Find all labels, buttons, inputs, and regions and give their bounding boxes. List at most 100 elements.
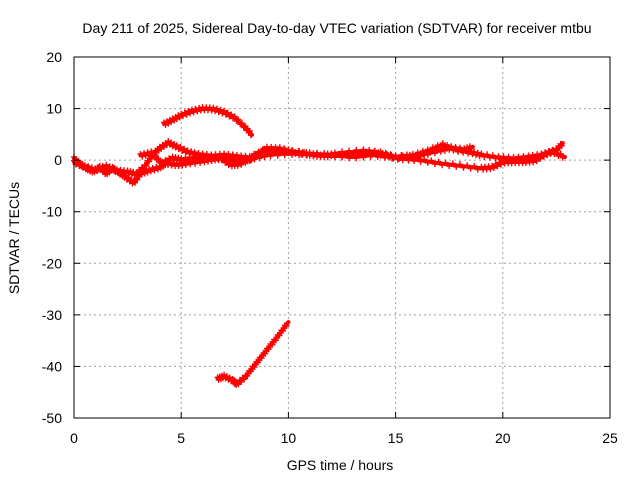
y-axis-label: SDTVAR / TECUs <box>6 182 22 294</box>
data-point <box>132 179 139 186</box>
data-point <box>269 341 276 348</box>
data-point <box>177 144 184 150</box>
data-point <box>234 162 241 169</box>
data-point <box>271 150 278 156</box>
data-point <box>296 152 303 159</box>
data-point <box>78 160 85 167</box>
data-point <box>103 161 110 168</box>
data-point <box>558 142 565 149</box>
data-point <box>396 155 403 162</box>
data-point <box>498 161 504 168</box>
data-point <box>143 162 150 169</box>
data-point <box>221 107 228 114</box>
data-point <box>231 113 238 120</box>
data-point <box>374 153 381 160</box>
data-point <box>176 114 183 121</box>
data-point <box>242 159 249 166</box>
x-tick-label: 15 <box>388 430 404 446</box>
data-point <box>471 148 478 155</box>
data-point <box>188 148 195 155</box>
data-point <box>462 147 469 154</box>
data-point <box>490 165 497 171</box>
data-point <box>281 146 288 153</box>
data-point <box>360 154 367 161</box>
data-point <box>424 159 431 166</box>
data-point <box>246 158 253 164</box>
data-point <box>255 359 261 366</box>
data-point <box>223 157 230 164</box>
data-point <box>414 151 420 158</box>
data-point <box>392 153 399 160</box>
data-point <box>148 148 155 155</box>
data-point <box>283 323 290 329</box>
y-tick-label: 0 <box>54 152 62 168</box>
data-point <box>346 155 353 162</box>
y-tick-label: -40 <box>42 358 62 374</box>
data-point <box>97 166 104 173</box>
data-point <box>421 156 428 163</box>
data-point <box>187 110 194 117</box>
data-point <box>256 155 263 162</box>
data-point <box>228 111 235 118</box>
data-point <box>331 153 338 160</box>
x-tick-label: 10 <box>281 430 297 446</box>
plot-frame <box>73 56 611 419</box>
data-point <box>146 151 153 158</box>
data-point <box>285 148 292 155</box>
data-point <box>378 151 385 158</box>
data-point <box>258 355 265 362</box>
data-point <box>353 147 360 153</box>
x-tick-label: 20 <box>495 430 511 446</box>
data-point <box>139 153 146 160</box>
data-point <box>155 166 161 173</box>
data-point <box>460 164 467 171</box>
data-point <box>424 151 431 158</box>
data-point <box>553 149 560 156</box>
data-point <box>399 152 406 159</box>
data-point <box>141 170 148 177</box>
series-track-5 <box>214 320 291 388</box>
data-point <box>364 151 370 158</box>
data-point <box>403 155 410 162</box>
data-point <box>381 154 388 161</box>
data-point <box>339 154 345 161</box>
data-point <box>456 161 463 168</box>
data-point <box>428 148 435 155</box>
data-point <box>406 152 413 158</box>
data-point <box>262 350 269 357</box>
data-point <box>431 161 438 168</box>
data-point <box>464 162 471 169</box>
data-point <box>494 163 501 170</box>
data-point <box>410 154 417 161</box>
data-point <box>213 105 220 112</box>
data-point <box>224 109 231 116</box>
data-point <box>484 151 491 158</box>
data-point <box>557 150 564 157</box>
data-point <box>267 153 274 160</box>
series-line <box>215 320 291 386</box>
data-point <box>94 167 101 174</box>
data-point <box>289 152 295 158</box>
data-point <box>328 150 335 157</box>
y-tick-label: 10 <box>46 101 62 117</box>
data-point <box>428 157 435 164</box>
data-point <box>110 164 117 171</box>
data-point <box>530 159 537 166</box>
data-point <box>85 163 92 170</box>
data-point <box>272 337 279 344</box>
data-point <box>251 364 258 371</box>
data-point <box>81 162 88 169</box>
data-point <box>446 163 453 169</box>
data-point <box>439 140 446 147</box>
data-point <box>478 150 485 157</box>
data-point <box>164 159 171 166</box>
data-point <box>439 162 446 169</box>
chart-title: Day 211 of 2025, Sidereal Day-to-day VTE… <box>82 20 591 36</box>
data-point <box>265 346 272 353</box>
data-point <box>261 154 268 161</box>
data-point <box>278 149 285 156</box>
data-point <box>190 109 197 116</box>
data-point <box>130 168 137 175</box>
data-point <box>471 163 478 169</box>
data-point <box>321 150 328 157</box>
